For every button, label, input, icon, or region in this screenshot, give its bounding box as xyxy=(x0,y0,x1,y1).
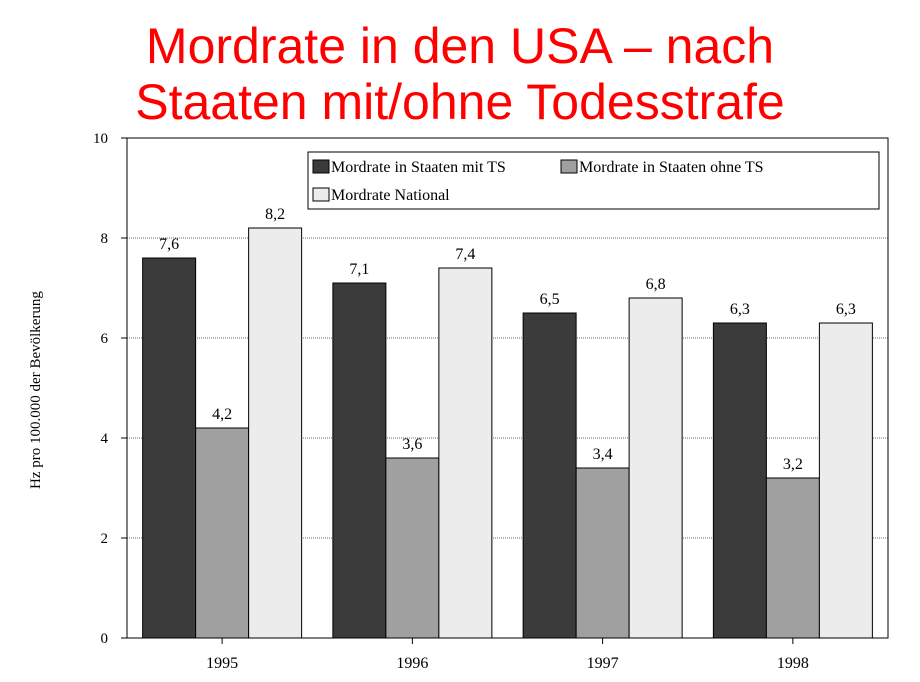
bar xyxy=(765,477,820,639)
legend-label: Mordrate in Staaten mit TS xyxy=(331,159,506,176)
y-tick-label: 6 xyxy=(101,331,109,347)
bar xyxy=(438,267,493,639)
data-label: 7,6 xyxy=(159,236,179,253)
y-axis-label: Hz pro 100.000 der Bevölkerung xyxy=(28,291,44,489)
data-label: 7,1 xyxy=(349,261,369,278)
bar xyxy=(712,322,767,639)
legend-swatch xyxy=(312,187,330,202)
data-label: 7,4 xyxy=(455,246,475,263)
data-label: 3,6 xyxy=(402,436,422,453)
data-label: 3,4 xyxy=(593,446,613,463)
data-label: 6,3 xyxy=(836,301,856,318)
bar xyxy=(818,322,873,639)
bar xyxy=(195,427,250,639)
x-tick-label: 1998 xyxy=(777,655,809,672)
legend-box xyxy=(307,151,880,210)
bar xyxy=(385,457,440,639)
data-label: 6,5 xyxy=(540,291,560,308)
legend-label: Mordrate in Staaten ohne TS xyxy=(579,159,764,176)
legend-swatch xyxy=(560,159,578,174)
x-tick-label: 1996 xyxy=(396,655,428,672)
bar xyxy=(332,282,387,639)
bar xyxy=(575,467,630,639)
data-label: 4,2 xyxy=(212,406,232,423)
data-label: 8,2 xyxy=(265,206,285,223)
y-tick-label: 2 xyxy=(101,531,109,547)
chart-title-line-2: Staaten mit/ohne Todesstrafe xyxy=(135,74,785,130)
x-tick-label: 1995 xyxy=(206,655,238,672)
bar xyxy=(142,257,197,639)
chart-title: Mordrate in den USA – nach Staaten mit/o… xyxy=(0,18,920,130)
chart-title-line-1: Mordrate in den USA – nach xyxy=(145,18,775,74)
y-tick-label: 8 xyxy=(101,231,109,247)
y-tick-label: 10 xyxy=(93,131,108,147)
data-label: 6,3 xyxy=(730,301,750,318)
bar xyxy=(628,297,683,639)
legend-swatch xyxy=(312,159,330,174)
x-tick-label: 1997 xyxy=(587,655,619,672)
y-tick-label: 0 xyxy=(101,631,109,647)
bar xyxy=(248,227,303,639)
legend-label: Mordrate National xyxy=(331,187,450,204)
plot-frame xyxy=(126,137,889,639)
data-label: 6,8 xyxy=(646,276,666,293)
bar xyxy=(522,312,577,639)
data-label: 3,2 xyxy=(783,456,803,473)
y-tick-label: 4 xyxy=(101,431,109,447)
